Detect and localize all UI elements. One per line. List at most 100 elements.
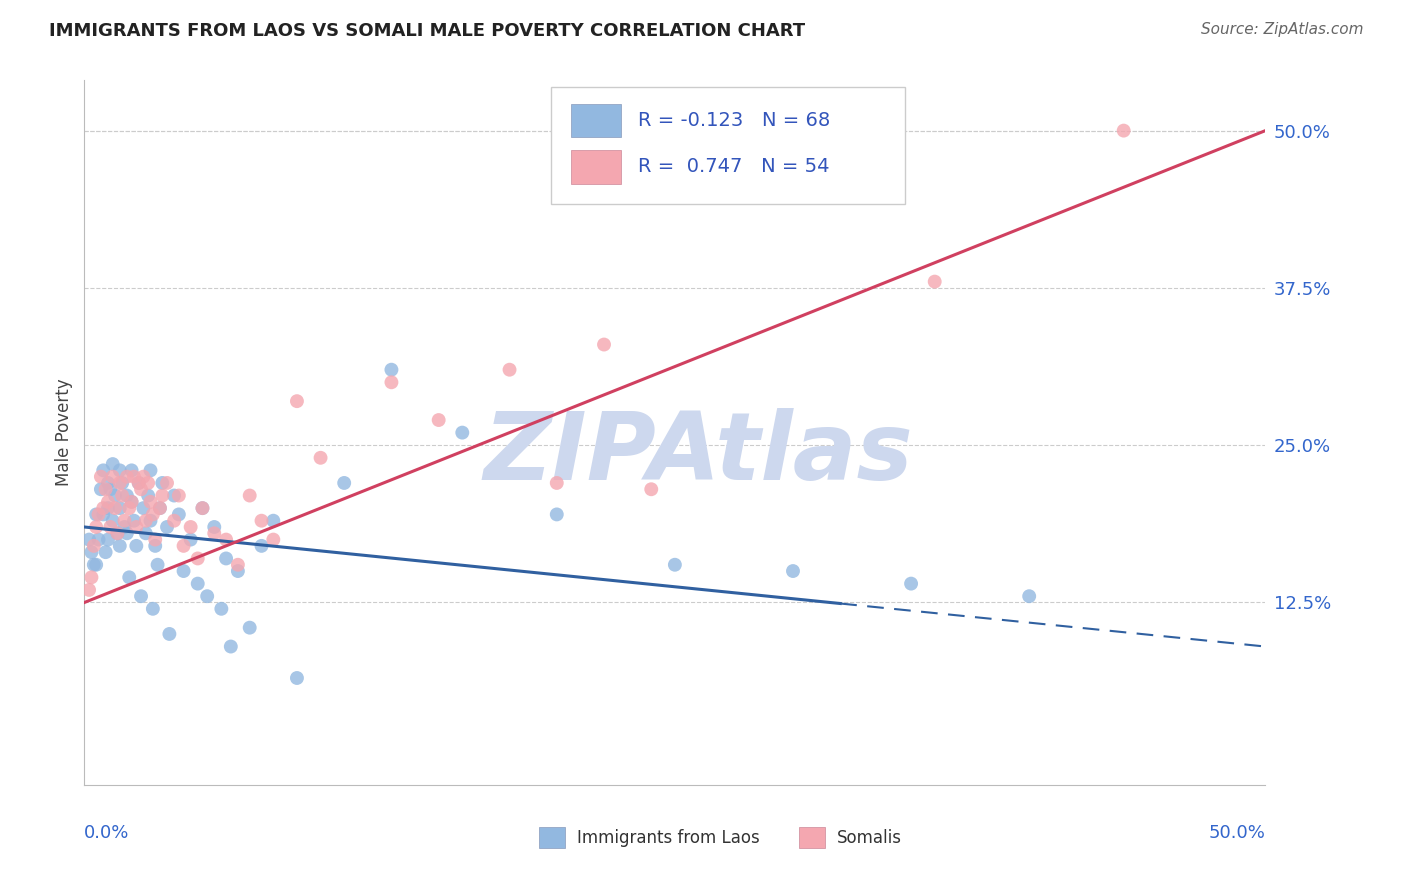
- Point: [108, 539, 131, 553]
- Point: [156, 475, 179, 490]
- Point: [149, 501, 172, 516]
- Point: [156, 520, 179, 534]
- Point: [114, 514, 136, 528]
- Point: [115, 526, 138, 541]
- Point: [187, 551, 209, 566]
- Point: [90, 469, 112, 483]
- Point: [262, 514, 284, 528]
- Point: [111, 475, 134, 490]
- Point: [202, 520, 225, 534]
- Point: [250, 514, 273, 528]
- Point: [98, 482, 121, 496]
- Point: [104, 501, 127, 516]
- Point: [101, 514, 124, 528]
- Point: [546, 475, 568, 490]
- FancyBboxPatch shape: [799, 827, 825, 848]
- Point: [163, 489, 186, 503]
- Point: [782, 564, 804, 578]
- Point: [115, 489, 138, 503]
- Point: [593, 337, 616, 351]
- Point: [136, 475, 159, 490]
- Y-axis label: Male Poverty: Male Poverty: [55, 379, 73, 486]
- Point: [143, 539, 166, 553]
- Point: [77, 533, 100, 547]
- Point: [97, 475, 120, 490]
- Point: [111, 489, 134, 503]
- Point: [139, 495, 162, 509]
- Point: [285, 394, 308, 409]
- Point: [84, 508, 107, 522]
- Text: R =  0.747   N = 54: R = 0.747 N = 54: [638, 158, 830, 177]
- Point: [108, 463, 131, 477]
- Point: [640, 482, 662, 496]
- Point: [173, 539, 195, 553]
- Point: [139, 463, 162, 477]
- Point: [122, 514, 145, 528]
- Point: [128, 475, 150, 490]
- Point: [91, 508, 114, 522]
- Point: [180, 533, 202, 547]
- Point: [135, 514, 157, 528]
- Point: [239, 489, 262, 503]
- Point: [226, 564, 249, 578]
- Point: [90, 482, 112, 496]
- Point: [191, 501, 214, 516]
- Point: [1018, 589, 1040, 603]
- Point: [132, 469, 155, 483]
- Text: R = -0.123   N = 68: R = -0.123 N = 68: [638, 111, 831, 130]
- Point: [451, 425, 474, 440]
- Point: [125, 539, 148, 553]
- Point: [132, 501, 155, 516]
- Point: [91, 463, 114, 477]
- Point: [80, 545, 103, 559]
- Point: [98, 520, 121, 534]
- Point: [380, 362, 402, 376]
- Point: [1112, 123, 1135, 137]
- Point: [226, 558, 249, 572]
- Point: [97, 533, 120, 547]
- Point: [84, 520, 107, 534]
- Text: ZIPAtlas: ZIPAtlas: [484, 408, 914, 500]
- Point: [115, 469, 138, 483]
- Text: IMMIGRANTS FROM LAOS VS SOMALI MALE POVERTY CORRELATION CHART: IMMIGRANTS FROM LAOS VS SOMALI MALE POVE…: [49, 22, 806, 40]
- Point: [108, 475, 131, 490]
- Point: [80, 570, 103, 584]
- Point: [167, 489, 190, 503]
- FancyBboxPatch shape: [538, 827, 565, 848]
- Point: [83, 539, 105, 553]
- Point: [142, 508, 165, 522]
- Point: [128, 475, 150, 490]
- Point: [219, 640, 242, 654]
- Point: [107, 526, 129, 541]
- Point: [149, 501, 172, 516]
- Point: [157, 627, 180, 641]
- Point: [285, 671, 308, 685]
- Point: [215, 551, 238, 566]
- Point: [107, 526, 129, 541]
- Point: [94, 482, 117, 496]
- Point: [262, 533, 284, 547]
- Point: [118, 570, 141, 584]
- Point: [84, 558, 107, 572]
- Point: [202, 526, 225, 541]
- Point: [427, 413, 450, 427]
- Point: [129, 482, 152, 496]
- Point: [108, 501, 131, 516]
- Point: [114, 520, 136, 534]
- Point: [250, 539, 273, 553]
- Point: [209, 601, 232, 615]
- Point: [101, 469, 124, 483]
- Point: [146, 558, 169, 572]
- Point: [309, 450, 332, 465]
- Text: Source: ZipAtlas.com: Source: ZipAtlas.com: [1201, 22, 1364, 37]
- Point: [97, 495, 120, 509]
- Point: [187, 576, 209, 591]
- Point: [924, 275, 946, 289]
- FancyBboxPatch shape: [571, 150, 620, 184]
- Point: [333, 475, 356, 490]
- Point: [239, 621, 262, 635]
- Point: [150, 475, 173, 490]
- Text: 50.0%: 50.0%: [1209, 823, 1265, 842]
- Point: [104, 489, 127, 503]
- Point: [129, 589, 152, 603]
